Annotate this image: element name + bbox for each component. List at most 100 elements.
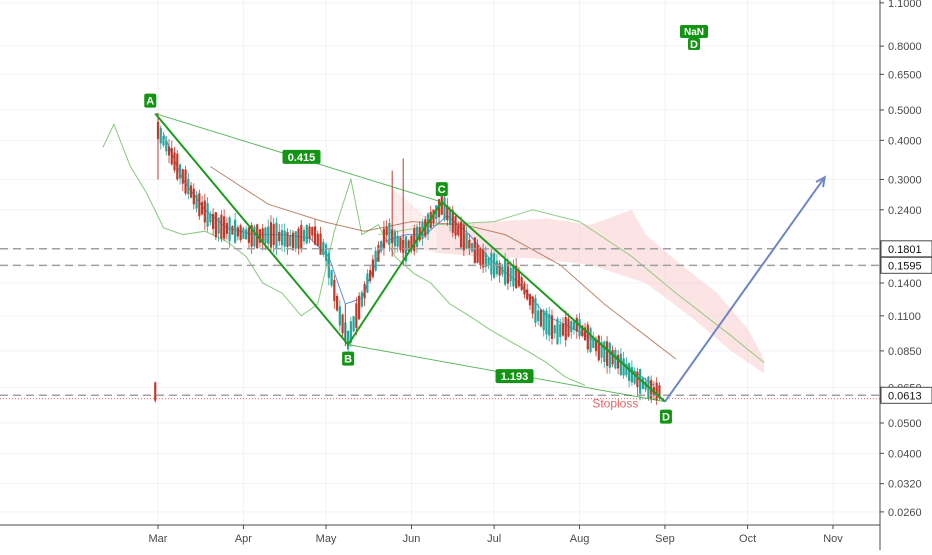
candle-body — [242, 228, 245, 239]
candle-body — [217, 217, 220, 234]
y-tick-label: 0.0500 — [888, 418, 922, 430]
pattern-zigzag-line — [154, 112, 666, 403]
candle-body — [553, 325, 556, 334]
candle-body — [633, 370, 636, 384]
candle-body — [338, 306, 341, 326]
candle-body — [380, 241, 383, 251]
candle-body — [636, 371, 639, 388]
candle-body — [198, 193, 201, 217]
candle-body — [468, 239, 471, 249]
candle-body — [545, 310, 548, 335]
candle-body — [470, 243, 474, 252]
candle-body — [203, 200, 206, 223]
ratio-bd-badge: 1.193 — [495, 369, 534, 384]
y-price-label-box — [880, 386, 932, 404]
candles — [154, 112, 661, 405]
candle-body — [462, 225, 465, 251]
x-tick-label: Aug — [570, 533, 590, 545]
x-tick-label: Nov — [823, 533, 843, 545]
candle-body — [614, 349, 617, 369]
candle-body — [374, 250, 377, 271]
candle-body — [658, 385, 661, 398]
candle-body — [592, 338, 595, 348]
candle-body — [619, 353, 622, 375]
y-price-label-box — [880, 256, 932, 274]
candle-body — [302, 229, 306, 242]
candle-body — [415, 226, 419, 247]
candle-body — [189, 185, 193, 198]
candle-body — [608, 343, 611, 368]
candle-body — [451, 210, 454, 233]
candle-body — [154, 382, 157, 401]
x-tick-label: Jul — [487, 533, 501, 545]
point-d-badge-bg — [659, 409, 672, 424]
candle-body — [534, 297, 537, 324]
candle-body — [178, 164, 182, 179]
candle-body — [482, 249, 485, 268]
candle-body — [184, 169, 187, 194]
candle-body — [335, 295, 339, 311]
candle-body — [220, 214, 223, 239]
candle-body — [247, 227, 251, 243]
y-price-label: 0.1595 — [888, 260, 922, 272]
candle-body — [195, 194, 198, 209]
y-price-label: 0.1801 — [888, 244, 922, 256]
candle-body — [440, 193, 443, 215]
candle-body — [655, 382, 658, 401]
projection-arrow-line — [664, 176, 826, 403]
candle-body — [280, 229, 284, 246]
candle-body — [176, 153, 179, 180]
candle-body — [589, 328, 592, 352]
candle-body — [275, 222, 278, 249]
candle-body — [283, 230, 286, 247]
candle-body — [358, 295, 361, 320]
candle-body — [377, 244, 380, 262]
candle-body — [206, 203, 209, 227]
candle-body — [564, 317, 567, 341]
candle-body — [454, 216, 457, 236]
x-tick-label: Oct — [739, 533, 756, 545]
candle-body — [617, 354, 620, 369]
candle-body — [611, 350, 614, 365]
candle-body — [512, 264, 515, 287]
y-tick-label: 0.1400 — [888, 278, 922, 290]
candle-body — [550, 315, 554, 339]
y-price-label: 0.0613 — [888, 390, 922, 402]
candle-body — [355, 303, 358, 328]
ratio-bd-label: 1.193 — [501, 371, 529, 383]
candle-body — [578, 319, 581, 337]
x-tick-label: Jun — [403, 533, 421, 545]
candle-body — [399, 237, 402, 251]
candle-body — [526, 289, 529, 300]
candle-body — [236, 227, 239, 237]
candle-body — [278, 231, 281, 242]
candle-body — [570, 321, 573, 333]
extra-d-label: D — [690, 39, 698, 51]
lagging-span-line — [102, 123, 586, 386]
candle-body — [501, 266, 504, 275]
projection-arrow-head — [815, 175, 827, 188]
candle-body — [286, 232, 289, 247]
stoploss-text: Stoploss — [592, 397, 638, 411]
candle-body — [531, 296, 534, 314]
candle-body — [393, 231, 397, 247]
extra-nan-label: NaN — [684, 27, 704, 38]
candle-body — [520, 277, 523, 290]
candle-body — [330, 270, 333, 286]
candle-body — [239, 225, 242, 241]
candle-body — [586, 324, 589, 350]
candle-body — [347, 330, 350, 350]
point-c-label: C — [438, 184, 446, 196]
y-tick-label: 0.8000 — [888, 41, 922, 53]
candle-body — [523, 283, 526, 295]
candle-body — [308, 226, 311, 239]
candle-body — [388, 222, 391, 245]
candle-body — [465, 233, 468, 249]
y-tick-label: 0.3000 — [888, 174, 922, 186]
candle-body — [366, 273, 369, 293]
candle-body — [581, 325, 584, 337]
x-tick-label: Mar — [149, 533, 168, 545]
